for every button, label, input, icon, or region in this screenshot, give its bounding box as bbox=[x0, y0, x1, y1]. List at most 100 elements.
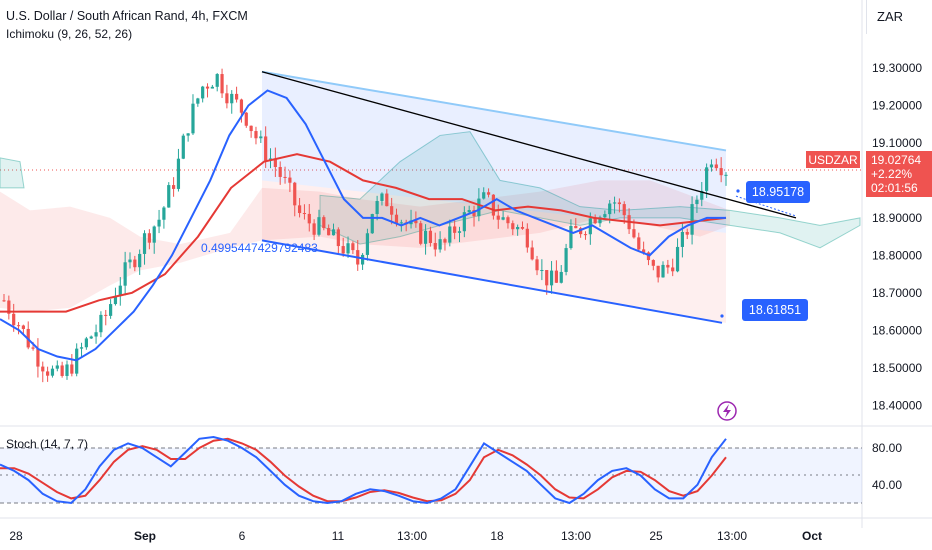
candle-down bbox=[453, 220, 457, 240]
candle-down bbox=[714, 158, 718, 171]
candle-body bbox=[230, 93, 234, 104]
stoch-tick-label: 40.00 bbox=[872, 478, 902, 492]
candle-body bbox=[385, 193, 389, 207]
candle-up bbox=[501, 211, 505, 221]
cloud-bullish-left bbox=[0, 157, 25, 189]
candle-up bbox=[467, 205, 471, 214]
time-axis[interactable]: 28 Sep 6 11 13:00 18 13:00 25 13:00 Oct bbox=[9, 529, 822, 543]
indicator-label[interactable]: Ichimoku (9, 26, 52, 26) bbox=[6, 27, 133, 41]
candle-up bbox=[89, 335, 93, 339]
candle-body bbox=[617, 202, 621, 205]
candle-up bbox=[675, 238, 680, 273]
channel-shading bbox=[262, 71, 726, 323]
price-tick-label: 18.90000 bbox=[872, 211, 922, 225]
candle-body bbox=[336, 229, 340, 247]
candle-body bbox=[651, 260, 655, 266]
price-tag-bg bbox=[866, 151, 932, 197]
price-tick-label: 18.40000 bbox=[872, 398, 922, 412]
candle-down bbox=[234, 86, 239, 103]
price-tag-countdown: 02:01:56 bbox=[871, 181, 918, 195]
tenkan-line bbox=[0, 89, 726, 362]
candle-down bbox=[719, 157, 723, 183]
candle-body bbox=[705, 167, 709, 191]
candle-up bbox=[99, 311, 103, 338]
candle-body bbox=[671, 267, 675, 272]
candle-up bbox=[118, 277, 122, 306]
candle-up bbox=[370, 213, 374, 234]
candle-down bbox=[41, 361, 45, 383]
candle-body bbox=[545, 270, 549, 286]
candle-body bbox=[612, 202, 617, 204]
candle-body bbox=[525, 228, 529, 248]
candle-up bbox=[142, 230, 147, 265]
candle-up bbox=[516, 224, 520, 236]
candle-up bbox=[346, 236, 350, 258]
lower-target-tag-bg bbox=[742, 299, 808, 321]
candle-body bbox=[41, 366, 45, 372]
time-tick-label: Sep bbox=[134, 529, 156, 543]
candle-down bbox=[656, 265, 660, 283]
candle-down bbox=[7, 295, 11, 320]
candle-body bbox=[419, 223, 423, 244]
candle-body bbox=[297, 205, 302, 214]
candle-down bbox=[554, 260, 559, 283]
candle-down bbox=[36, 338, 40, 378]
candle-down bbox=[147, 229, 151, 250]
candle-body bbox=[94, 332, 98, 337]
price-axis[interactable]: 19.3000019.2000019.1000019.0000018.90000… bbox=[872, 61, 922, 492]
candle-up bbox=[540, 259, 544, 281]
chart-title: U.S. Dollar / South African Rand, 4h, FX… bbox=[6, 9, 248, 23]
candle-body bbox=[128, 259, 132, 263]
candle-down bbox=[341, 237, 345, 257]
candle-up bbox=[196, 97, 200, 107]
candle-body bbox=[133, 259, 137, 268]
candle-body bbox=[322, 217, 326, 229]
candle-body bbox=[46, 371, 50, 376]
candle-up bbox=[448, 219, 452, 247]
candle-body bbox=[147, 233, 151, 243]
upper-target-dot bbox=[736, 189, 740, 193]
candle-down bbox=[273, 147, 277, 177]
candle-body bbox=[453, 226, 457, 233]
candle-up bbox=[724, 172, 728, 186]
candle-down bbox=[171, 177, 176, 197]
candle-body bbox=[448, 226, 452, 243]
candle-up bbox=[360, 253, 365, 270]
candle-body bbox=[438, 239, 442, 250]
candle-body bbox=[554, 270, 559, 283]
candle-body bbox=[486, 192, 491, 195]
candle-down bbox=[322, 215, 326, 231]
time-tick-label: 18 bbox=[490, 529, 504, 543]
candle-up bbox=[79, 342, 84, 358]
candle-body bbox=[375, 200, 379, 215]
candle-body bbox=[60, 365, 64, 376]
candle-up bbox=[457, 226, 462, 243]
candle-body bbox=[118, 285, 122, 297]
candle-up bbox=[84, 336, 88, 350]
candle-down bbox=[666, 259, 670, 274]
candle-up bbox=[157, 209, 161, 234]
candle-body bbox=[205, 86, 210, 89]
candle-body bbox=[89, 336, 93, 339]
candle-body bbox=[433, 243, 437, 250]
candle-body bbox=[520, 226, 525, 229]
candle-body bbox=[55, 365, 59, 369]
candle-body bbox=[317, 217, 321, 235]
candle-body bbox=[709, 164, 714, 168]
candle-body bbox=[477, 198, 481, 217]
lower-target-dot bbox=[720, 314, 724, 318]
candle-body bbox=[661, 264, 665, 278]
time-tick-label: 6 bbox=[239, 529, 246, 543]
candle-body bbox=[186, 133, 190, 136]
candle-down bbox=[293, 181, 297, 217]
price-tag-change: +2.22% bbox=[871, 167, 912, 181]
time-tick-label: 11 bbox=[332, 529, 345, 543]
candle-down bbox=[637, 232, 641, 252]
candle-up bbox=[549, 261, 554, 294]
stoch-label[interactable]: Stoch (14, 7, 7) bbox=[6, 437, 89, 451]
candle-body bbox=[598, 217, 602, 224]
candle-body bbox=[234, 93, 239, 100]
currency-label[interactable]: ZAR bbox=[866, 0, 932, 34]
candle-up bbox=[65, 360, 69, 380]
